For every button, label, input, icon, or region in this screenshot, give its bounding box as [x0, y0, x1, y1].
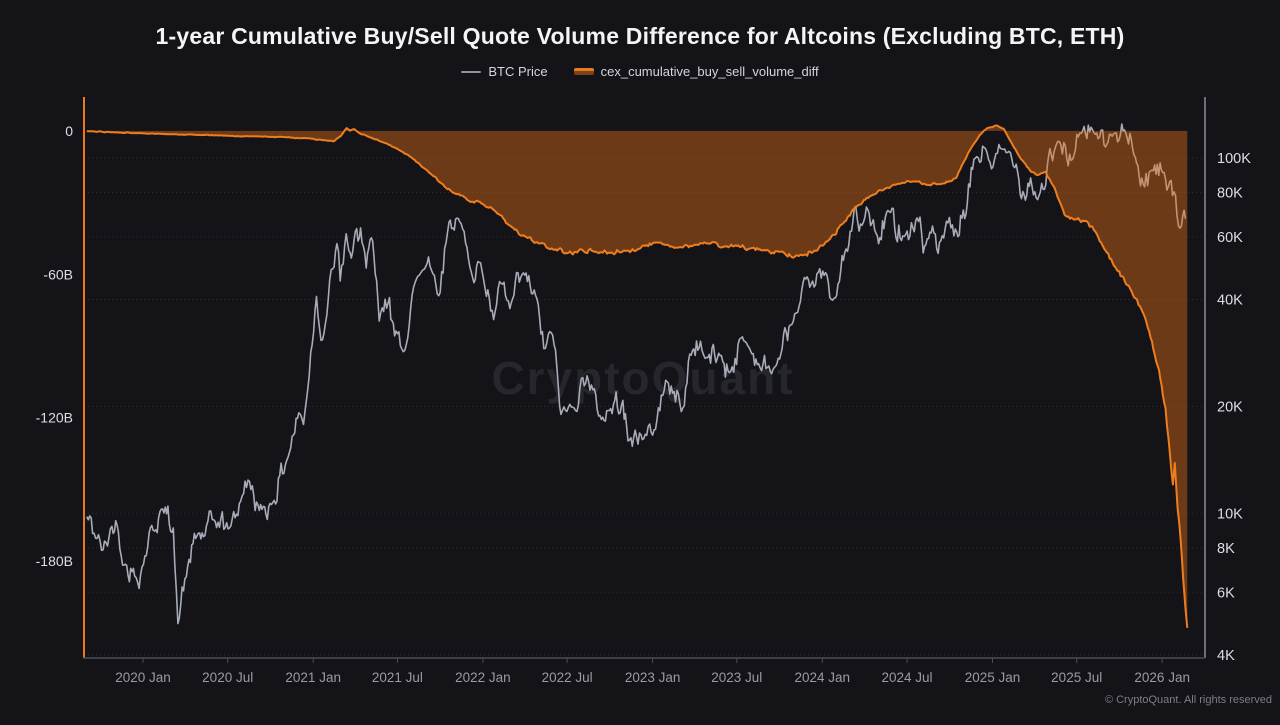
axes: [83, 97, 1206, 659]
x-axis-tick-label: 2022 Jul: [542, 670, 593, 685]
chart-title: 1-year Cumulative Buy/Sell Quote Volume …: [155, 23, 1125, 49]
left-axis-tick-label: -60B: [43, 266, 73, 282]
legend-item-cex-volume-diff[interactable]: cex_cumulative_buy_sell_volume_diff: [573, 64, 819, 79]
btc-price-line: [86, 123, 1187, 625]
right-axis-tick-label: 80K: [1217, 186, 1243, 202]
left-axis-tick-label: -180B: [36, 553, 73, 569]
gridlines: [84, 157, 1205, 656]
x-axis-tick-label: 2024 Jul: [881, 670, 932, 685]
cex-volume-diff-area: [86, 125, 1188, 628]
legend-label-cex-volume-diff: cex_cumulative_buy_sell_volume_diff: [600, 64, 819, 79]
x-axis-tick-label: 2020 Jan: [115, 670, 171, 685]
legend-item-btc-price[interactable]: BTC Price: [461, 64, 548, 79]
cex-volume-diff-line: [86, 124, 1189, 628]
cex-area-swatch: [573, 68, 594, 75]
left-axis-tick-label: -120B: [36, 410, 73, 426]
x-axis-tick-label: 2021 Jul: [372, 670, 423, 685]
x-axis-tick-label: 2022 Jan: [455, 670, 511, 685]
right-axis-tick-label: 60K: [1217, 230, 1243, 246]
watermark-text: CryptoQuant: [491, 352, 794, 404]
right-axis-tick-label: 4K: [1217, 648, 1235, 664]
right-axis-labels: 100K 80K 60K 40K 20K 10K 8K 6K 4K: [1217, 151, 1251, 664]
left-axis-labels: 0 -60B -120B -180B: [36, 123, 74, 569]
x-axis-tick-label: 2025 Jan: [965, 670, 1021, 685]
right-axis-tick-label: 6K: [1217, 585, 1235, 601]
chart-legend: BTC Price cex_cumulative_buy_sell_volume…: [0, 64, 1280, 79]
x-axis-labels: 2020 Jan 2020 Jul 2021 Jan 2021 Jul 2022 Jan…: [115, 658, 1190, 685]
left-axis-tick-label: 0: [65, 123, 73, 139]
btc-line-swatch: [461, 70, 482, 73]
x-axis-tick-label: 2021 Jan: [285, 670, 341, 685]
x-axis-tick-label: 2024 Jan: [795, 670, 851, 685]
legend-label-btc-price: BTC Price: [488, 64, 548, 79]
x-axis-tick-label: 2026 Jan: [1134, 670, 1190, 685]
x-axis-tick-label: 2023 Jul: [711, 670, 762, 685]
right-axis-tick-label: 100K: [1217, 151, 1251, 167]
x-axis-tick-label: 2025 Jul: [1051, 670, 1102, 685]
x-axis-tick-label: 2020 Jul: [202, 670, 253, 685]
x-axis-tick-label: 2023 Jan: [625, 670, 681, 685]
right-axis-tick-label: 40K: [1217, 293, 1243, 309]
right-axis-tick-label: 8K: [1217, 541, 1235, 557]
right-axis-tick-label: 10K: [1217, 506, 1243, 522]
right-axis-tick-label: 20K: [1217, 400, 1243, 416]
copyright-notice: © CryptoQuant. All rights reserved: [1104, 694, 1272, 706]
